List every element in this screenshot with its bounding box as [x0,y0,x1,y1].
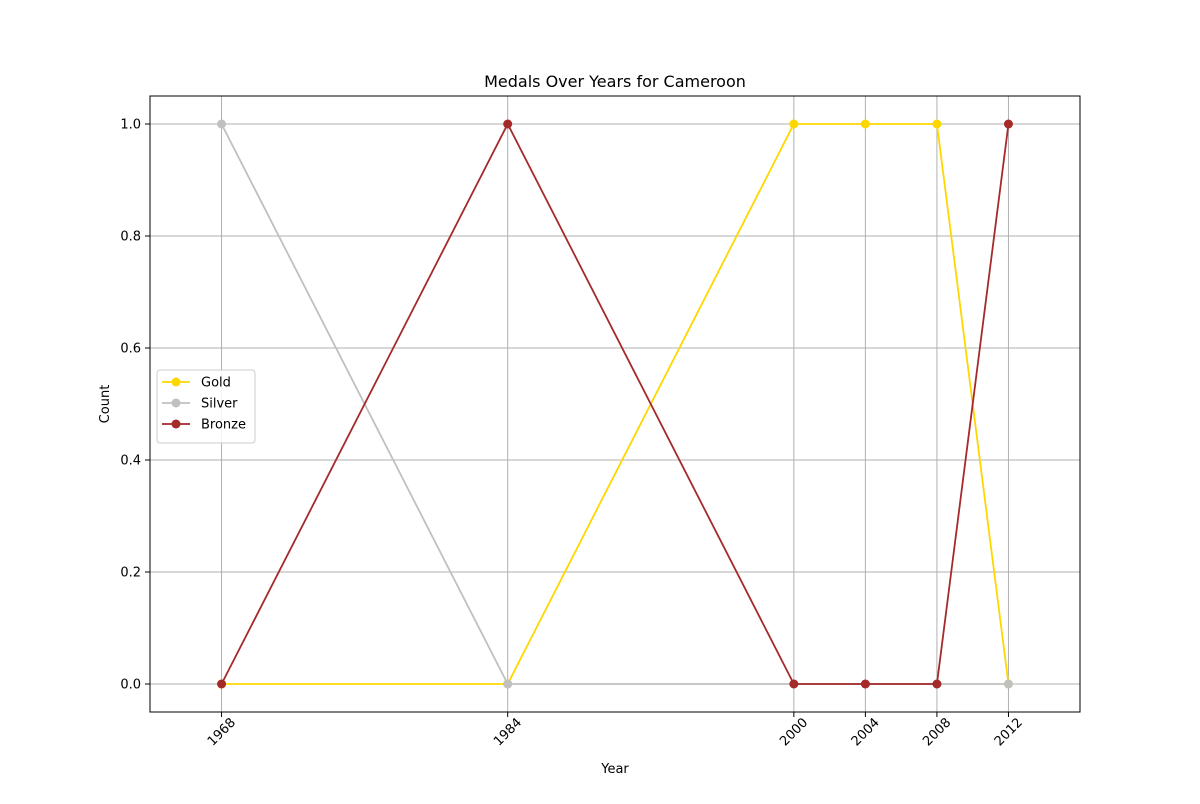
y-tick-label: 0.8 [120,230,141,245]
chart-title: Medals Over Years for Cameroon [484,72,746,91]
data-point-gold [860,119,870,129]
data-point-gold [789,119,799,129]
data-point-bronze [932,679,942,689]
legend-marker [171,419,181,429]
legend-item-gold: Gold [162,376,231,391]
legend-marker [171,398,181,408]
series-group [217,119,1013,689]
data-point-silver [217,119,227,129]
x-axis-label: Year [600,762,629,777]
x-tick-label: 1968 [205,715,239,749]
data-point-bronze [789,679,799,689]
legend-item-bronze: Bronze [162,418,246,433]
series-line-gold [221,123,1010,685]
series-line-bronze [220,122,1010,685]
x-tick-label: 2004 [849,715,883,749]
legend-label: Silver [201,397,238,412]
y-tick-label: 1.0 [120,118,141,133]
legend-label: Gold [201,376,231,391]
y-axis-label: Count [98,385,113,424]
data-point-bronze [217,679,227,689]
data-point-bronze [860,679,870,689]
data-point-gold [932,119,942,129]
x-tick-label: 2000 [777,715,811,749]
legend-marker [171,377,181,387]
y-tick-label: 0.6 [120,342,141,357]
plot-area-frame [149,95,1081,713]
x-tick-label: 1984 [491,715,525,749]
legend-label: Bronze [201,418,246,433]
series-line-silver [220,123,1009,685]
legend: Gold Silver Bronze [156,369,256,444]
x-axis: 1968 1984 2000 2004 2008 2012 [205,712,1026,749]
y-tick-label: 0.4 [120,454,141,469]
y-tick-label: 0.2 [120,566,141,581]
y-tick-label: 0.0 [120,678,141,693]
x-tick-label: 2012 [992,715,1026,749]
data-point-bronze [503,119,513,129]
data-point-silver [1003,679,1013,689]
y-axis: 0.0 0.2 0.4 0.6 0.8 1.0 [120,118,150,693]
data-point-bronze [1003,119,1013,129]
data-point-silver [503,679,513,689]
legend-item-silver: Silver [162,397,238,412]
grid [150,96,1080,712]
x-tick-label: 2008 [920,715,954,749]
